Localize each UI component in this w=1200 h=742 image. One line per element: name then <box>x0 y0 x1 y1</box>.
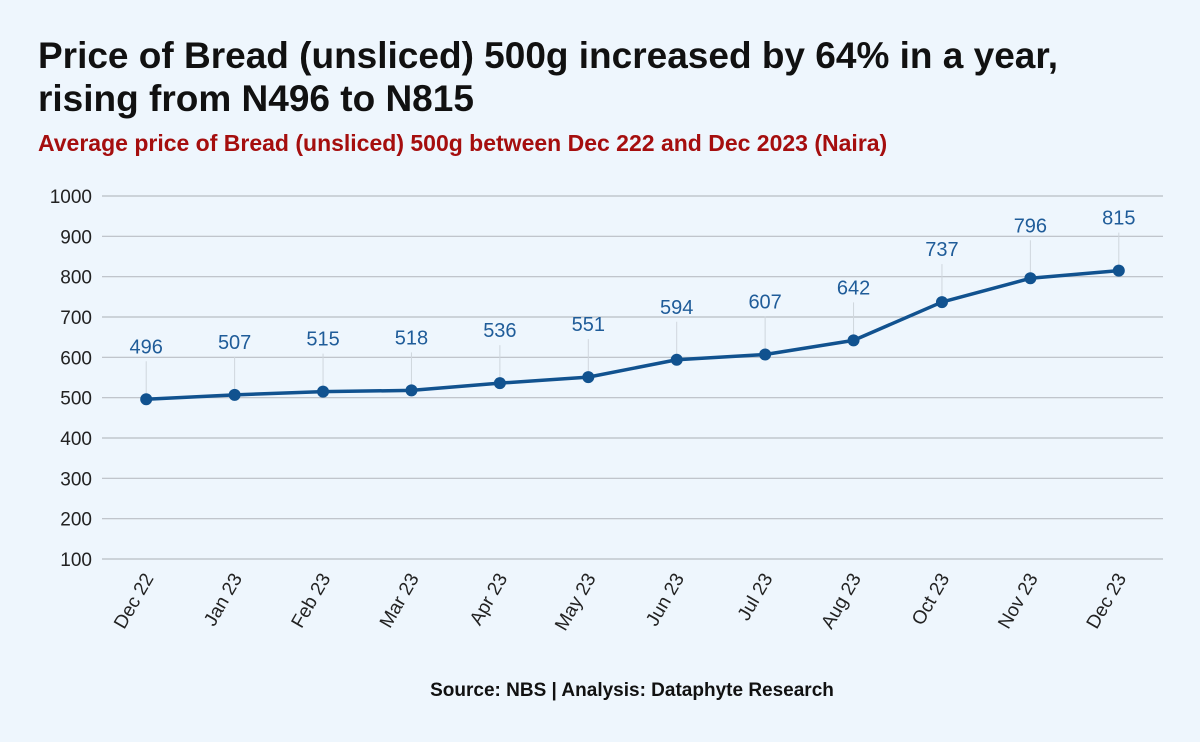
source-note: Source: NBS | Analysis: Dataphyte Resear… <box>430 680 834 701</box>
y-tick-label: 100 <box>60 550 92 571</box>
data-point <box>847 334 860 347</box>
x-tick-label: Feb 23 <box>288 570 336 632</box>
y-tick-label: 900 <box>60 227 92 248</box>
x-tick-label: Jan 23 <box>200 570 247 630</box>
data-label: 815 <box>1102 208 1135 230</box>
chart-subtitle: Average price of Bread (unsliced) 500g b… <box>38 130 888 156</box>
data-point <box>493 377 506 390</box>
y-tick-label: 400 <box>60 429 92 450</box>
x-tick-label: Aug 23 <box>818 570 866 633</box>
data-point <box>759 348 772 361</box>
data-label: 518 <box>395 327 428 349</box>
data-point <box>317 385 330 398</box>
data-label: 796 <box>1014 215 1047 237</box>
data-point <box>1024 272 1037 285</box>
data-point <box>582 371 595 384</box>
data-label: 594 <box>660 297 693 319</box>
x-tick-label: Apr 23 <box>466 570 512 629</box>
gridlines <box>102 195 1163 560</box>
data-point <box>1112 264 1125 277</box>
y-tick-label: 600 <box>60 348 92 369</box>
x-tick-label: Jun 23 <box>642 570 689 630</box>
x-tick-label: Dec 23 <box>1083 570 1131 633</box>
data-label: 737 <box>925 239 958 261</box>
data-label: 515 <box>306 329 339 351</box>
series-line-path <box>146 268 1119 402</box>
y-axis-ticks: 100 200 300 400 500 600 700 800 900 1000 <box>50 187 92 571</box>
data-point <box>935 296 948 309</box>
series-line <box>146 268 1119 402</box>
data-point <box>140 393 153 406</box>
x-tick-label: Jul 23 <box>734 570 778 624</box>
x-tick-label: May 23 <box>551 570 600 634</box>
data-labels: 496 507 515 518 536 551 594 607 642 737 796 815 <box>130 208 1136 359</box>
y-tick-label: 700 <box>60 308 92 329</box>
chart-title: Price of Bread (unsliced) 500g increased… <box>38 35 1059 119</box>
data-label: 607 <box>748 292 781 314</box>
x-tick-label: Oct 23 <box>908 570 954 629</box>
x-tick-label: Nov 23 <box>994 570 1042 633</box>
x-tick-label: Dec 22 <box>110 570 158 633</box>
data-point <box>405 384 418 397</box>
x-axis-ticks: Dec 22 Jan 23 Feb 23 Mar 23 Apr 23 May 23 Jun … <box>110 570 1131 634</box>
data-point <box>670 353 683 366</box>
y-tick-label: 800 <box>60 268 92 289</box>
data-label: 642 <box>837 277 870 299</box>
x-tick-label: Mar 23 <box>376 570 424 632</box>
data-label: 536 <box>483 320 516 342</box>
y-tick-label: 1000 <box>50 187 92 208</box>
label-leader-lines <box>145 232 1120 394</box>
y-tick-label: 300 <box>60 469 92 490</box>
data-points <box>140 264 1125 406</box>
data-label: 507 <box>218 332 251 354</box>
y-tick-label: 200 <box>60 510 92 531</box>
data-label: 496 <box>130 336 163 358</box>
data-point <box>228 388 241 401</box>
y-tick-label: 500 <box>60 389 92 410</box>
data-label: 551 <box>572 314 605 336</box>
